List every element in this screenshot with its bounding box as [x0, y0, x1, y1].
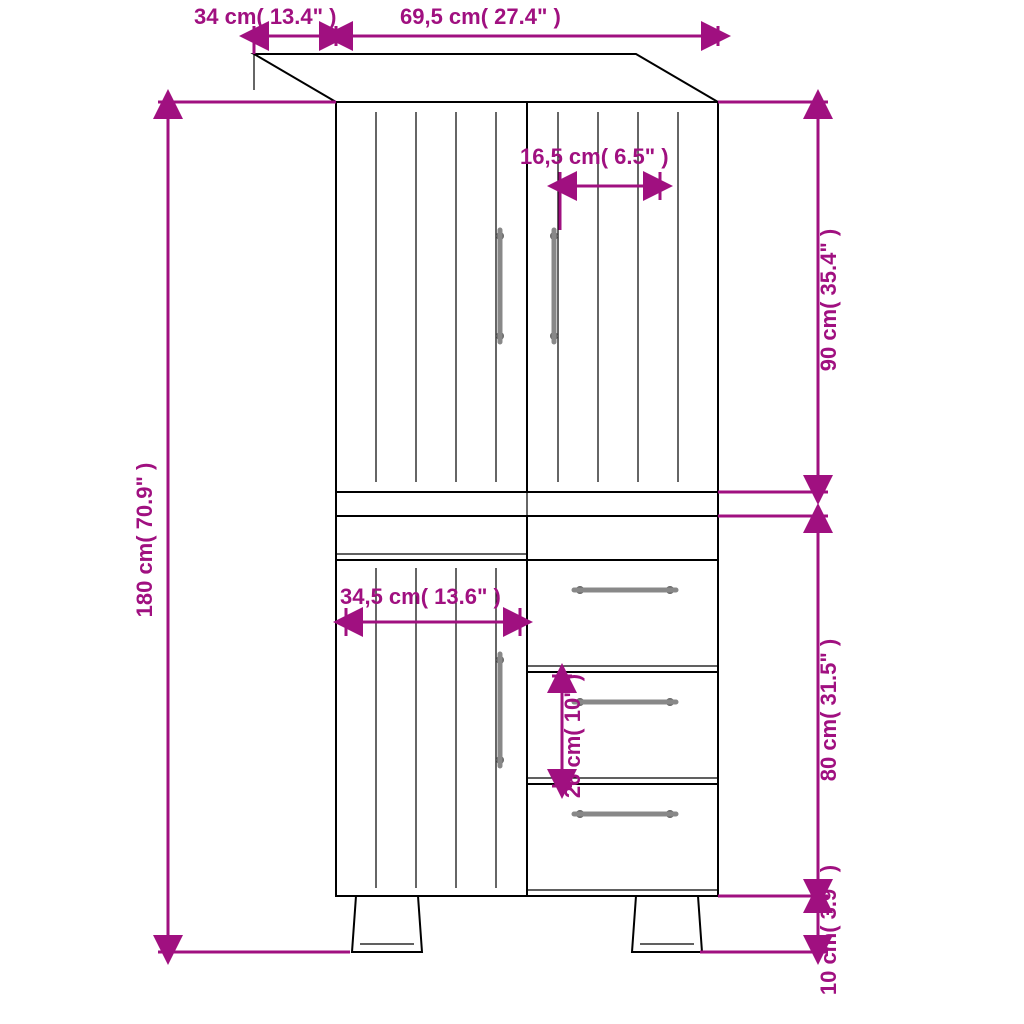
dim-door-width: 34,5 cm( 13.6" ) — [340, 584, 520, 636]
dim-width: 69,5 cm( 27.4" ) — [338, 4, 718, 46]
dim-depth-label: 34 cm( 13.4" ) — [194, 4, 337, 29]
cabinet-mid-gap — [336, 492, 718, 516]
dim-drawer-height: 26 cm( 10" ) — [552, 674, 585, 798]
lower-cabinet — [336, 516, 718, 896]
dim-leg-height: 10 cm( 3.9" ) — [700, 865, 841, 995]
dim-drawer-height-label: 26 cm( 10" ) — [560, 674, 585, 798]
dim-handle-offset: 16,5 cm( 6.5" ) — [520, 144, 669, 230]
dim-leg-height-label: 10 cm( 3.9" ) — [816, 865, 841, 995]
upper-left-door-handle — [496, 230, 504, 342]
dim-total-height-label: 180 cm( 70.9" ) — [132, 463, 157, 618]
dim-door-width-label: 34,5 cm( 13.6" ) — [340, 584, 501, 609]
dim-width-label: 69,5 cm( 27.4" ) — [400, 4, 561, 29]
dim-depth: 34 cm( 13.4" ) — [194, 4, 337, 54]
dim-handle-offset-label: 16,5 cm( 6.5" ) — [520, 144, 669, 169]
cabinet-top-perspective — [254, 54, 718, 102]
upper-right-door-handle — [550, 230, 558, 342]
dim-lower-height-label: 80 cm( 31.5" ) — [816, 639, 841, 782]
drawer-3-handle — [574, 810, 676, 818]
dim-upper-height: 90 cm( 35.4" ) — [718, 102, 841, 492]
dim-total-height: 180 cm( 70.9" ) — [132, 102, 350, 952]
cabinet-dimension-diagram: 34 cm( 13.4" ) 69,5 cm( 27.4" ) 180 cm( … — [0, 0, 1024, 1024]
drawer-1-handle — [574, 586, 676, 594]
cabinet-legs — [352, 896, 702, 952]
lower-door-handle — [496, 654, 504, 766]
dim-upper-height-label: 90 cm( 35.4" ) — [816, 229, 841, 372]
dim-lower-height: 80 cm( 31.5" ) — [718, 516, 841, 896]
drawer-2-handle — [574, 698, 676, 706]
drawers — [527, 586, 718, 890]
